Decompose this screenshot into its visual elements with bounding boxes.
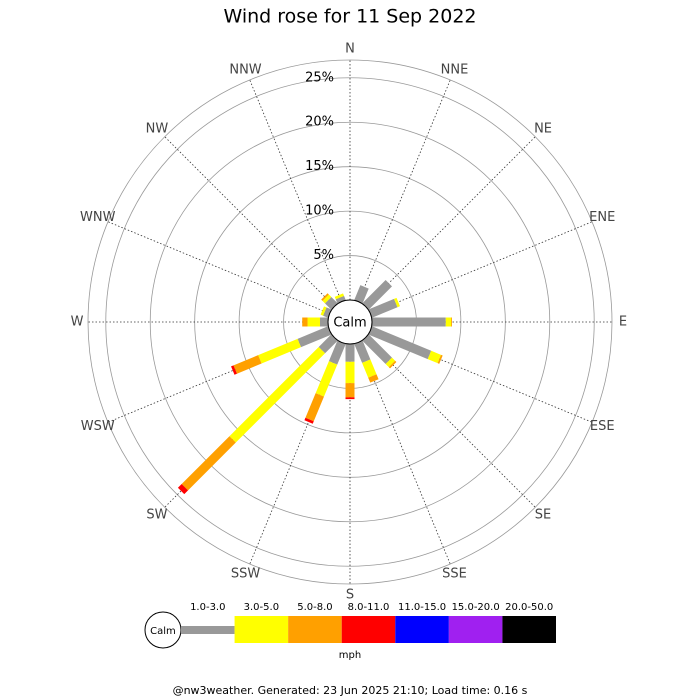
direction-label: N xyxy=(345,42,355,57)
wind-bar xyxy=(368,374,379,383)
legend-swatch xyxy=(502,616,556,643)
wind-bar xyxy=(315,361,338,397)
outer-ring xyxy=(87,59,613,585)
direction-label: SW xyxy=(146,508,167,523)
legend-label: 3.0-5.0 xyxy=(244,602,279,613)
wind-bar xyxy=(362,359,377,378)
wind-bar xyxy=(362,280,392,310)
wind-bar xyxy=(233,355,262,374)
wind-bar xyxy=(304,417,314,424)
wind-bar xyxy=(297,326,332,348)
wind-bar xyxy=(324,296,338,310)
spoke xyxy=(365,337,536,508)
direction-label: NE xyxy=(534,121,552,136)
direction-label: NNE xyxy=(441,62,469,77)
direction-label: E xyxy=(619,315,627,330)
direction-label: ESE xyxy=(590,419,615,434)
wind-bar xyxy=(321,293,329,301)
spoke xyxy=(358,79,451,302)
wind-bar xyxy=(229,346,326,443)
wind-bar xyxy=(394,297,400,308)
wind-bar xyxy=(335,295,346,304)
r-tick-label: 20% xyxy=(305,115,334,130)
legend-label: 5.0-8.0 xyxy=(297,602,332,613)
legend-swatch xyxy=(448,616,503,643)
wind-bar xyxy=(305,393,324,422)
wind-bar xyxy=(328,340,346,365)
spoke xyxy=(370,221,593,314)
calm-circle xyxy=(327,299,373,345)
legend-label: 20.0-50.0 xyxy=(505,602,553,613)
wind-bar xyxy=(354,285,369,304)
wind-bar xyxy=(231,365,237,375)
direction-label: W xyxy=(71,315,84,330)
direction-label: SE xyxy=(535,508,551,523)
r-tick-label: 10% xyxy=(305,204,334,219)
wind-bar xyxy=(181,436,236,491)
legend-calm-label: Calm xyxy=(150,626,176,637)
direction-label: ENE xyxy=(589,210,615,225)
wind-bar xyxy=(427,350,442,364)
wind-bar xyxy=(322,294,332,304)
direction-label: WSW xyxy=(81,419,115,434)
wind-bar xyxy=(354,340,371,363)
r-tick-label: 25% xyxy=(305,70,334,85)
wind-bar xyxy=(334,293,345,300)
wind-bar xyxy=(388,360,397,369)
legend-swatch xyxy=(234,616,289,643)
wind-bar xyxy=(318,334,338,354)
spoke xyxy=(107,221,330,314)
r-tick-label: 5% xyxy=(313,248,334,263)
grid-ring xyxy=(105,77,595,567)
wind-bar xyxy=(177,483,189,495)
wind-bar xyxy=(437,354,443,364)
direction-label: NW xyxy=(146,121,169,136)
legend-swatch xyxy=(341,616,396,643)
legend-label: 11.0-15.0 xyxy=(398,602,446,613)
wind-bar xyxy=(258,338,302,364)
wind-bar xyxy=(362,334,392,364)
legend-label: 15.0-20.0 xyxy=(452,602,500,613)
direction-label: S xyxy=(346,588,354,603)
legend-swatch xyxy=(181,626,235,634)
legend-swatch xyxy=(288,616,342,643)
direction-label: SSE xyxy=(442,567,467,582)
unit-label: mph xyxy=(339,650,361,661)
wind-bar xyxy=(320,306,327,316)
spoke xyxy=(164,136,335,307)
spoke xyxy=(249,79,342,302)
wind-bar xyxy=(368,298,398,318)
direction-label: WNW xyxy=(80,210,116,225)
direction-label: NNW xyxy=(229,62,261,77)
legend-label: 8.0-11.0 xyxy=(348,602,390,613)
calm-label: Calm xyxy=(333,316,366,331)
legend-label: 1.0-3.0 xyxy=(190,602,225,613)
spoke xyxy=(365,136,536,307)
wind-bar xyxy=(323,307,332,318)
r-tick-label: 15% xyxy=(305,159,334,174)
wind-bar xyxy=(385,357,396,368)
grid-ring xyxy=(149,121,551,523)
footer: @nw3weather. Generated: 23 Jun 2025 21:1… xyxy=(173,684,528,697)
direction-label: SSW xyxy=(231,567,261,582)
wind-bar xyxy=(368,326,432,360)
chart-title: Wind rose for 11 Sep 2022 xyxy=(223,6,476,28)
legend-swatch xyxy=(395,616,449,643)
